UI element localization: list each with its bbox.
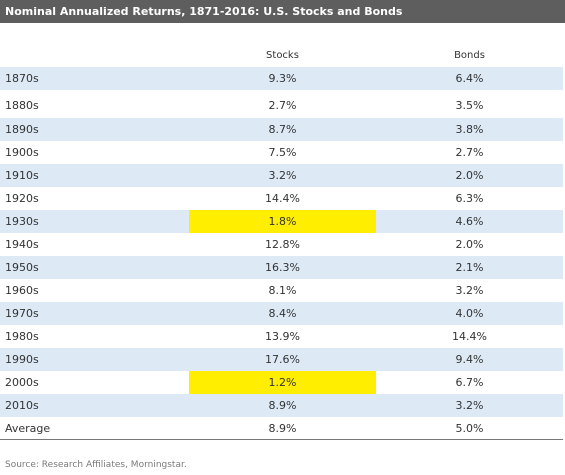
table-row: 1980s 13.9% 14.4%	[0, 325, 563, 348]
decade-cell: 1890s	[5, 123, 39, 136]
bonds-cell: 4.0%	[455, 307, 484, 320]
table-row: 1900s 7.5% 2.7%	[0, 141, 563, 164]
bonds-cell: 6.3%	[455, 192, 484, 205]
stocks-cell-highlighted: 1.2%	[189, 371, 376, 394]
decade-cell: 1960s	[5, 284, 39, 297]
table-row: 1880s 2.7% 3.5%	[0, 94, 563, 117]
bonds-cell: 3.8%	[455, 123, 484, 136]
stocks-cell: 12.8%	[265, 238, 300, 251]
bonds-cell: 6.7%	[455, 376, 484, 389]
bonds-cell: 5.0%	[455, 422, 484, 435]
stocks-cell: 9.3%	[268, 72, 297, 85]
bonds-cell: 2.0%	[455, 169, 484, 182]
stocks-cell: 3.2%	[268, 169, 297, 182]
table-row: 1950s 16.3% 2.1%	[0, 256, 563, 279]
decade-cell: 1900s	[5, 146, 39, 159]
table-row: 2010s 8.9% 3.2%	[0, 394, 563, 417]
decade-cell: 1870s	[5, 72, 39, 85]
table-row-average: Average 8.9% 5.0%	[0, 417, 563, 440]
stocks-cell: 8.4%	[268, 307, 297, 320]
table-row: 1890s 8.7% 3.8%	[0, 118, 563, 141]
bonds-cell: 3.2%	[455, 399, 484, 412]
stocks-cell: 7.5%	[268, 146, 297, 159]
bonds-cell: 2.7%	[455, 146, 484, 159]
decade-cell: 1950s	[5, 261, 39, 274]
decade-cell: 1920s	[5, 192, 39, 205]
stocks-cell: 13.9%	[265, 330, 300, 343]
decade-cell: 1940s	[5, 238, 39, 251]
column-header-stocks: Stocks	[266, 50, 299, 61]
bonds-cell: 2.0%	[455, 238, 484, 251]
stocks-cell: 14.4%	[265, 192, 300, 205]
bonds-cell: 2.1%	[455, 261, 484, 274]
table-header-row: Stocks Bonds	[0, 50, 565, 66]
decade-cell: 2000s	[5, 376, 39, 389]
bonds-cell: 9.4%	[455, 353, 484, 366]
decade-cell: 2010s	[5, 399, 39, 412]
stocks-cell: 8.7%	[268, 123, 297, 136]
table-row: 1920s 14.4% 6.3%	[0, 187, 563, 210]
table-row: 1990s 17.6% 9.4%	[0, 348, 563, 371]
bonds-cell: 3.5%	[455, 99, 484, 112]
stocks-cell: 16.3%	[265, 261, 300, 274]
stocks-cell: 8.9%	[268, 399, 297, 412]
bonds-cell: 6.4%	[455, 72, 484, 85]
decade-cell: Average	[5, 422, 51, 435]
decade-cell: 1990s	[5, 353, 39, 366]
decade-cell: 1980s	[5, 330, 39, 343]
source-note: Source: Research Affiliates, Morningstar…	[5, 460, 187, 470]
table-row: 2000s 1.2% 6.7%	[0, 371, 563, 394]
stocks-cell: 17.6%	[265, 353, 300, 366]
decade-cell: 1930s	[5, 215, 39, 228]
table-title: Nominal Annualized Returns, 1871-2016: U…	[5, 5, 403, 18]
decade-cell: 1970s	[5, 307, 39, 320]
title-bar: Nominal Annualized Returns, 1871-2016: U…	[0, 0, 565, 23]
bonds-cell: 4.6%	[455, 215, 484, 228]
stocks-cell: 8.1%	[268, 284, 297, 297]
bonds-cell: 14.4%	[452, 330, 487, 343]
table-row: 1910s 3.2% 2.0%	[0, 164, 563, 187]
stocks-cell-highlighted: 1.8%	[189, 210, 376, 233]
table-row: 1970s 8.4% 4.0%	[0, 302, 563, 325]
table-row: 1960s 8.1% 3.2%	[0, 279, 563, 302]
decade-cell: 1910s	[5, 169, 39, 182]
table-row: 1930s 1.8% 4.6%	[0, 210, 563, 233]
stocks-cell: 8.9%	[268, 422, 297, 435]
decade-cell: 1880s	[5, 99, 39, 112]
column-header-bonds: Bonds	[454, 50, 485, 61]
stocks-cell: 2.7%	[268, 99, 297, 112]
bonds-cell: 3.2%	[455, 284, 484, 297]
table-row: 1940s 12.8% 2.0%	[0, 233, 563, 256]
table-row: 1870s 9.3% 6.4%	[0, 67, 563, 90]
